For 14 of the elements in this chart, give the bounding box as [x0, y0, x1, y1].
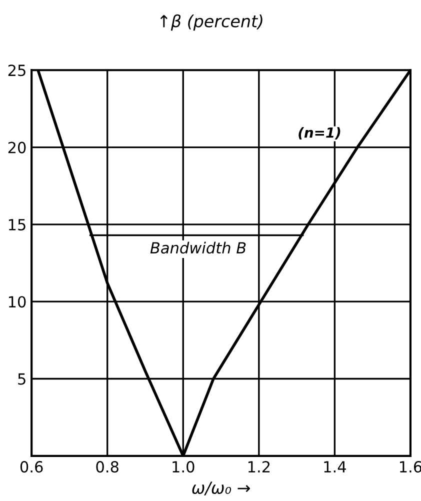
- annotation: Bandwidth B: [150, 242, 246, 254]
- y-tick-label: 25: [8, 64, 26, 76]
- x-tick-label: 0.8: [96, 461, 118, 473]
- y-axis-title: ↑β (percent): [160, 14, 262, 31]
- y-tick-label: 15: [8, 219, 26, 230]
- x-tick-label: 1.2: [248, 461, 270, 472]
- x-tick-label: 1.4: [324, 461, 346, 472]
- annotation: (n=1): [298, 127, 340, 140]
- x-tick-label: 1.0: [172, 461, 194, 473]
- x-axis-title: ω/ω₀ →: [192, 482, 250, 496]
- y-tick-label: 5: [18, 373, 26, 385]
- y-tick-label: 10: [8, 296, 26, 308]
- y-tick-label: 20: [8, 142, 26, 154]
- x-tick-label: 0.6: [20, 461, 43, 473]
